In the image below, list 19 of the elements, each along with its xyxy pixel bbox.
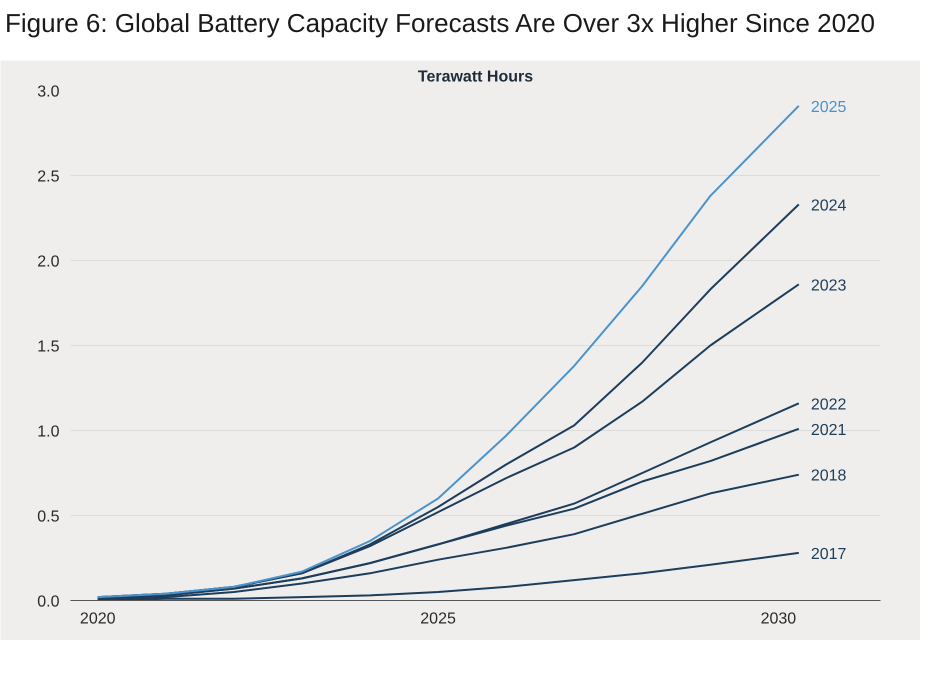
series-label: 2022 <box>810 396 847 414</box>
y-tick-label: 1.0 <box>37 424 60 440</box>
series-label: 2023 <box>810 277 847 294</box>
y-tick-label: 0.0 <box>37 594 60 610</box>
y-tick-label: 0.5 <box>37 508 60 526</box>
y-tick-label: 3.0 <box>37 84 60 100</box>
x-tick-label: 2025 <box>420 610 456 628</box>
series-label: 2017 <box>810 546 847 563</box>
series-label: 2018 <box>810 468 847 485</box>
series-label: 2024 <box>810 197 847 214</box>
chart-subtitle: Terawatt Hours <box>418 68 534 86</box>
series-label: 2021 <box>810 422 847 439</box>
y-tick-label: 2.0 <box>37 254 60 270</box>
x-tick-label: 2030 <box>760 610 796 628</box>
series-label: 2025 <box>810 98 847 116</box>
y-tick-label: 2.5 <box>37 168 60 186</box>
y-tick-label: 1.5 <box>37 338 60 356</box>
chart-title: Figure 6: Global Battery Capacity Forecasts Are Over 3x Higher Since 2020 <box>5 7 875 40</box>
x-tick-label: 2020 <box>80 610 116 628</box>
